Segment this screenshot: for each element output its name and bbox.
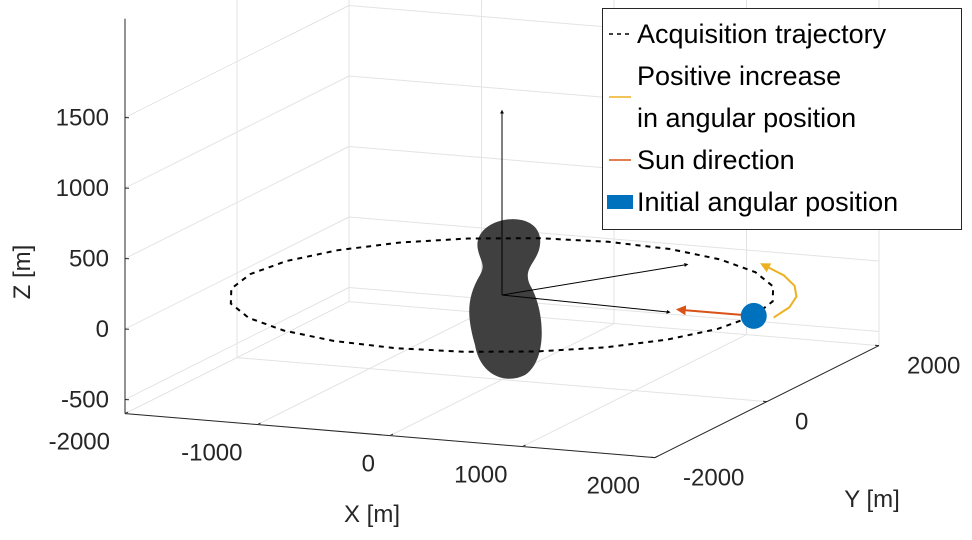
x-tick-label: 1000 <box>454 462 507 489</box>
series-line <box>765 266 797 318</box>
legend-symbol <box>607 195 633 209</box>
legend-entry: Initial angular position <box>603 181 961 223</box>
x-tick-label: 0 <box>362 451 375 478</box>
legend-label: Initial angular position <box>637 181 898 223</box>
y-axis-label: Y [m] <box>844 486 900 513</box>
legend-swatch <box>607 152 633 168</box>
body-axis <box>502 265 686 295</box>
legend-label: Acquisition trajectory <box>637 13 886 55</box>
legend-swatch <box>607 194 633 210</box>
y-tick-label: 2000 <box>907 353 960 380</box>
z-tick-label: 500 <box>69 246 109 273</box>
legend-entry: Positive increase in angular position <box>603 55 961 139</box>
y-axis-line <box>655 346 879 458</box>
marker <box>741 303 767 329</box>
x-tick-label: -1000 <box>181 440 242 467</box>
legend-label: Positive increase in angular position <box>637 55 856 139</box>
asteroid <box>469 219 542 379</box>
x-tick-label: 2000 <box>587 473 640 500</box>
z-tick-label: 1000 <box>56 175 109 202</box>
x-tick-label: -2000 <box>49 429 110 456</box>
legend-label: Sun direction <box>637 139 795 181</box>
z-axis-label: Z [m] <box>9 245 36 300</box>
z-tick-label: 0 <box>96 316 109 343</box>
legend-entry: Sun direction <box>603 139 961 181</box>
y-tick-label: -2000 <box>683 465 744 492</box>
y-tick-label: 0 <box>795 409 808 436</box>
z-tick-label: -500 <box>61 387 109 414</box>
legend-entry: Acquisition trajectory <box>603 13 961 55</box>
x-axis-label: X [m] <box>344 501 400 528</box>
legend-swatch <box>607 26 633 42</box>
page: -2000 -1000 0 1000 2000 -2000 0 2000 -500 0 500 100… <box>0 0 972 540</box>
legend-swatch <box>607 89 633 105</box>
z-tick-label: 1500 <box>56 105 109 132</box>
